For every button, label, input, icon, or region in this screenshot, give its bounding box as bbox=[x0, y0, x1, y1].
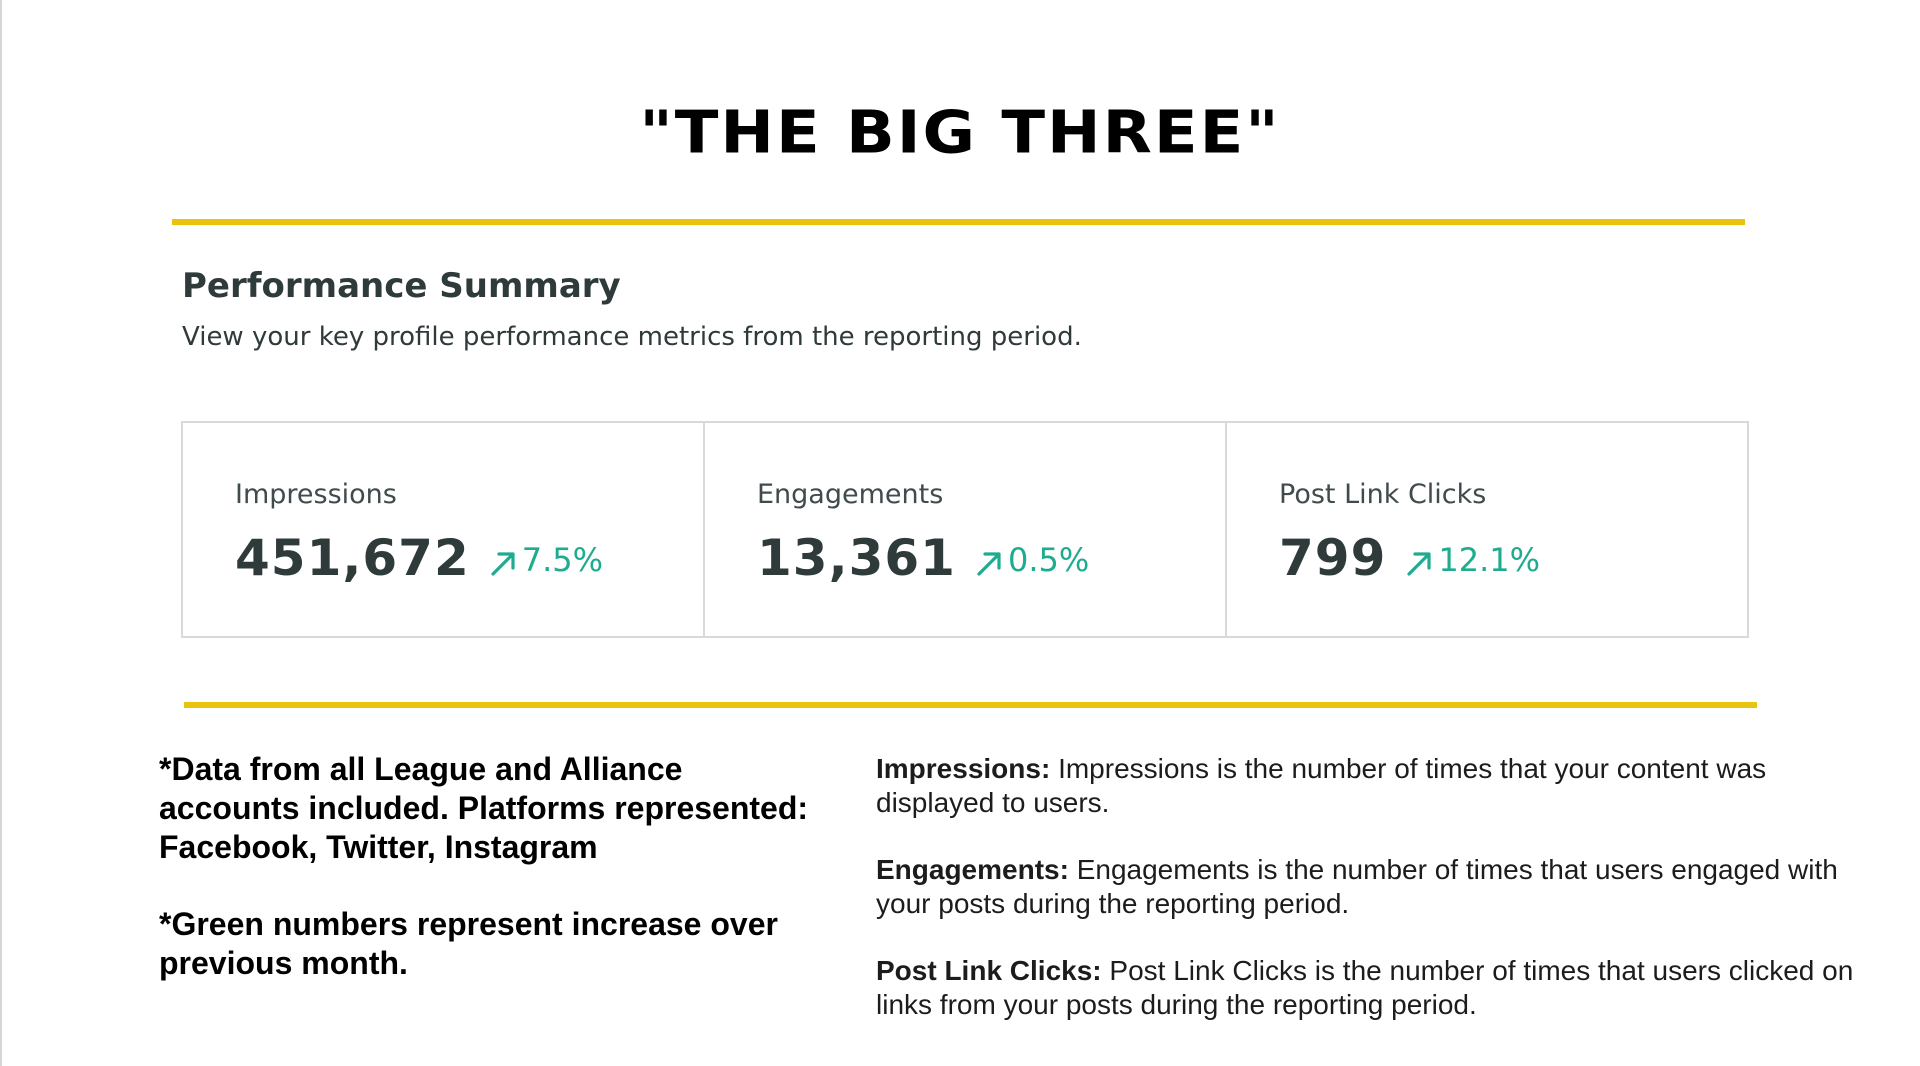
footnotes: *Data from all League and Alliance accou… bbox=[159, 750, 819, 1021]
metric-change: 7.5% bbox=[488, 541, 603, 579]
page-title: "THE BIG THREE" bbox=[639, 98, 1281, 168]
metric-impressions: Impressions 451,672 7.5% bbox=[183, 423, 705, 636]
definition-text: Engagements is the number of times that … bbox=[876, 854, 1838, 919]
metric-post-link-clicks: Post Link Clicks 799 12.1% bbox=[1227, 423, 1747, 636]
definition-term: Post Link Clicks: bbox=[876, 955, 1102, 986]
top-divider bbox=[172, 219, 1745, 225]
metric-definitions: Impressions: Impressions is the number o… bbox=[876, 752, 1886, 1055]
metric-value: 451,672 bbox=[235, 529, 470, 587]
metric-value: 799 bbox=[1279, 529, 1387, 587]
metrics-panel: Impressions 451,672 7.5% Engagements 13,… bbox=[181, 421, 1749, 638]
definition-engagements: Engagements: Engagements is the number o… bbox=[876, 853, 1886, 921]
definition-text: Impressions is the number of times that … bbox=[876, 753, 1767, 818]
footnote-data-sources: *Data from all League and Alliance accou… bbox=[159, 751, 809, 865]
bottom-divider bbox=[184, 702, 1757, 708]
summary-heading: Performance Summary bbox=[182, 266, 621, 306]
metric-change-value: 12.1% bbox=[1438, 541, 1541, 579]
metric-change-value: 0.5% bbox=[1007, 541, 1090, 579]
definition-text: Post Link Clicks is the number of times … bbox=[876, 955, 1854, 1020]
metric-label: Impressions bbox=[235, 479, 397, 510]
arrow-up-right-icon bbox=[1407, 552, 1431, 576]
metric-value: 13,361 bbox=[757, 529, 956, 587]
metric-change: 12.1% bbox=[1404, 541, 1540, 579]
metric-label: Post Link Clicks bbox=[1279, 479, 1487, 510]
metric-change-value: 7.5% bbox=[521, 541, 604, 579]
metric-label: Engagements bbox=[757, 479, 944, 510]
summary-subtitle: View your key profile performance metric… bbox=[182, 322, 1082, 352]
metric-change: 0.5% bbox=[974, 541, 1089, 579]
arrow-up-right-icon bbox=[977, 552, 1001, 576]
footnote-green-numbers: *Green numbers represent increase over p… bbox=[159, 906, 778, 981]
arrow-up-right-icon bbox=[491, 552, 515, 576]
definition-impressions: Impressions: Impressions is the number o… bbox=[876, 752, 1886, 820]
metric-engagements: Engagements 13,361 0.5% bbox=[705, 423, 1227, 636]
left-border bbox=[0, 0, 2, 1066]
definition-post-link-clicks: Post Link Clicks: Post Link Clicks is th… bbox=[876, 954, 1886, 1022]
definition-term: Impressions: bbox=[876, 753, 1051, 784]
definition-term: Engagements: bbox=[876, 854, 1069, 885]
